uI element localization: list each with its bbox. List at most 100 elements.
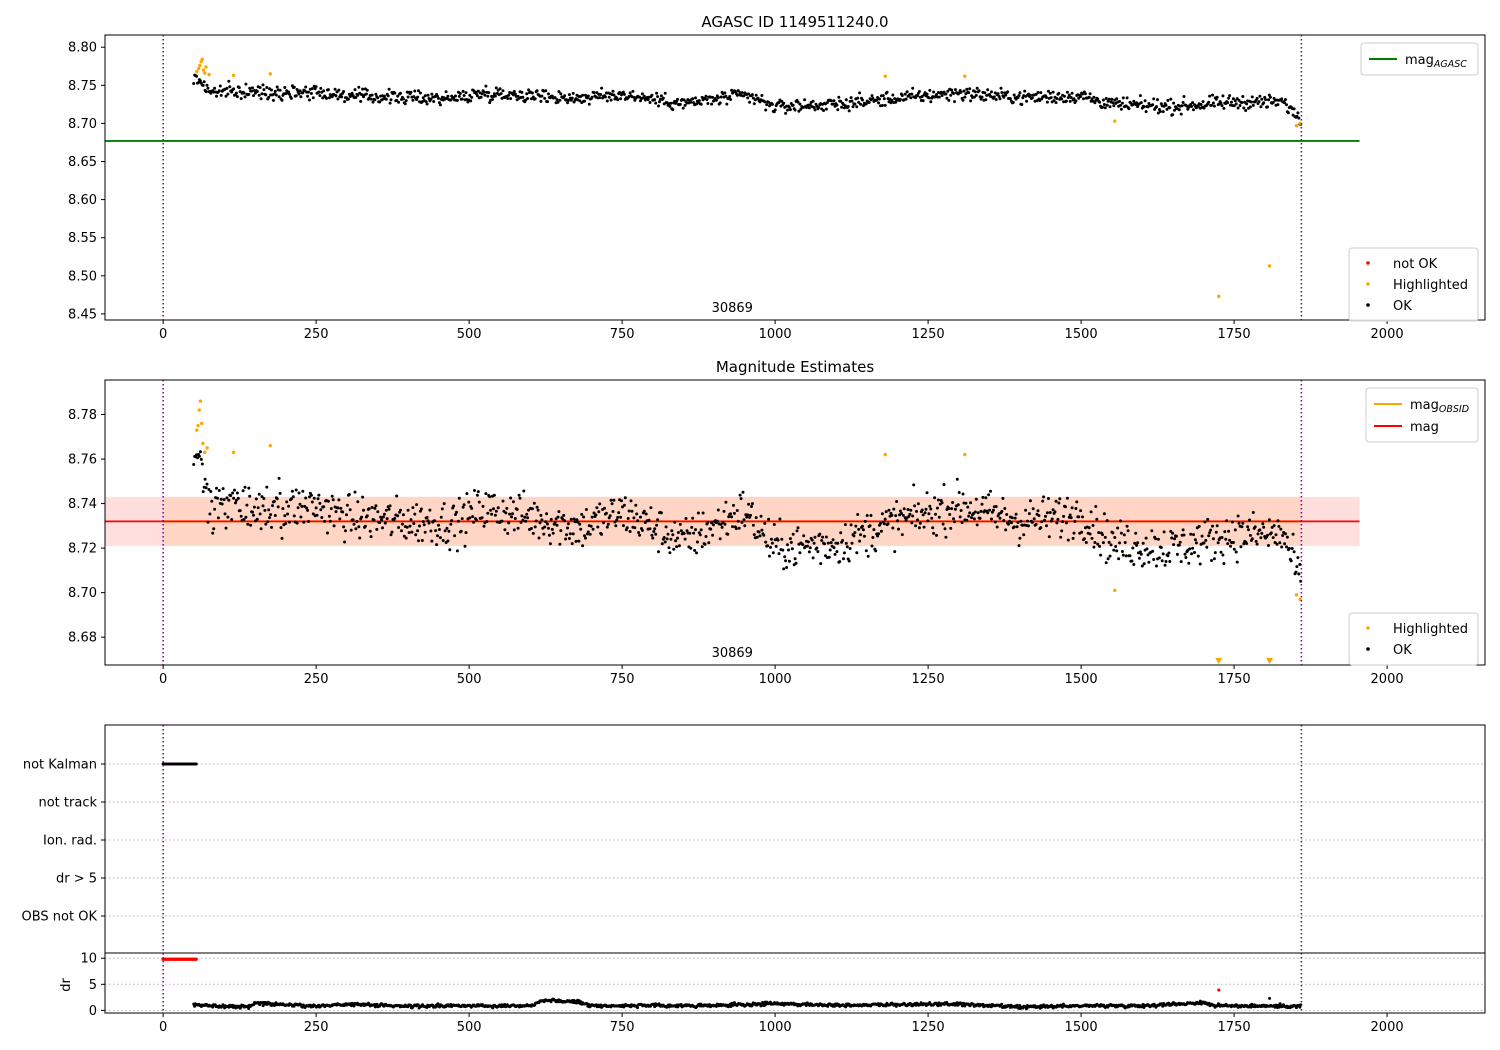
highlighted-point — [196, 66, 201, 71]
ok-point — [490, 512, 494, 516]
ok-point — [695, 540, 699, 544]
ok-point — [1168, 560, 1172, 563]
ok-point — [857, 100, 861, 104]
ok-point — [501, 89, 505, 93]
ok-point — [1061, 520, 1065, 524]
ok-point — [770, 102, 774, 106]
ok-point — [731, 525, 734, 529]
ok-point — [592, 91, 596, 95]
y-tick-label: 8.80 — [68, 41, 97, 56]
ok-point — [855, 551, 859, 555]
ok-point — [880, 512, 884, 516]
ok-point — [499, 92, 503, 96]
ok-point — [940, 94, 944, 97]
ok-point — [787, 548, 790, 552]
ok-point — [383, 521, 387, 525]
ok-point — [990, 90, 993, 94]
ok-point — [352, 522, 356, 526]
ok-point — [1242, 106, 1246, 110]
ok-point — [1156, 537, 1160, 541]
ok-point — [1057, 501, 1061, 505]
ok-point — [1213, 551, 1217, 555]
ok-point — [774, 544, 778, 548]
ok-point — [479, 95, 483, 99]
ok-point — [575, 518, 579, 522]
ok-point — [874, 549, 878, 553]
flag-category-label: OBS not OK — [22, 910, 98, 925]
ok-point — [903, 92, 907, 96]
ok-point — [548, 542, 552, 546]
ok-point — [710, 102, 714, 106]
ok-point — [1064, 99, 1068, 103]
ok-point — [519, 520, 523, 524]
ok-point — [357, 525, 361, 529]
ok-point — [867, 101, 871, 104]
ok-point — [211, 531, 215, 535]
ok-point — [892, 507, 896, 511]
ok-point — [707, 541, 711, 545]
dr-not-ok-point — [194, 957, 198, 961]
ok-point — [284, 522, 288, 526]
ok-point — [870, 94, 874, 98]
ok-point — [969, 99, 973, 103]
ok-point — [1064, 505, 1067, 509]
x-tick-label: 1750 — [1218, 672, 1251, 687]
ok-point — [909, 96, 913, 100]
ok-point — [620, 499, 623, 503]
ok-point — [1283, 101, 1287, 105]
ok-point — [965, 87, 969, 91]
ok-point — [818, 532, 822, 536]
ok-point — [621, 524, 625, 528]
ok-point — [668, 551, 672, 555]
ok-point — [475, 94, 479, 98]
ok-point — [1106, 557, 1110, 561]
ok-point — [1130, 559, 1134, 563]
ok-point — [1027, 512, 1031, 516]
ok-point — [983, 91, 987, 95]
ok-point — [1276, 519, 1280, 523]
x-tick-label: 500 — [457, 672, 482, 687]
ok-point — [298, 89, 302, 93]
ok-point — [258, 512, 262, 516]
legend-markers-label: OK — [1393, 299, 1412, 314]
ok-point — [1224, 537, 1228, 541]
ok-point — [1105, 103, 1109, 107]
ok-point — [227, 498, 231, 502]
ok-point — [1018, 91, 1022, 95]
ok-point — [523, 515, 527, 519]
ok-point — [215, 486, 218, 490]
ok-point — [506, 531, 510, 535]
ok-point — [1120, 550, 1124, 553]
ok-point — [252, 513, 255, 517]
ok-point — [760, 94, 764, 97]
x-tick-label: 1000 — [759, 1020, 792, 1035]
ok-point — [1087, 95, 1091, 99]
ok-point — [209, 490, 213, 493]
ok-point — [586, 94, 590, 98]
ok-point — [1191, 546, 1195, 550]
ok-point — [927, 512, 931, 516]
ok-point — [676, 536, 679, 540]
ok-point — [1073, 519, 1077, 523]
ok-point — [828, 548, 832, 552]
ok-point — [1107, 540, 1111, 544]
ok-point — [317, 90, 321, 94]
ok-point — [228, 85, 232, 89]
ok-point — [974, 93, 978, 97]
ok-point — [1246, 525, 1250, 529]
ok-point — [455, 549, 459, 553]
ok-point — [1262, 525, 1266, 529]
ok-point — [716, 508, 720, 512]
highlighted-point — [203, 71, 207, 75]
ok-point — [351, 518, 355, 522]
ok-point — [617, 511, 621, 515]
ok-point — [1027, 524, 1030, 528]
ok-point — [704, 94, 708, 98]
ok-point — [358, 536, 362, 540]
ok-point — [1049, 96, 1053, 100]
ok-point — [1211, 101, 1215, 105]
ok-point — [623, 496, 627, 500]
ok-point — [1294, 570, 1298, 574]
ok-point — [334, 94, 338, 98]
ok-point — [780, 99, 784, 103]
